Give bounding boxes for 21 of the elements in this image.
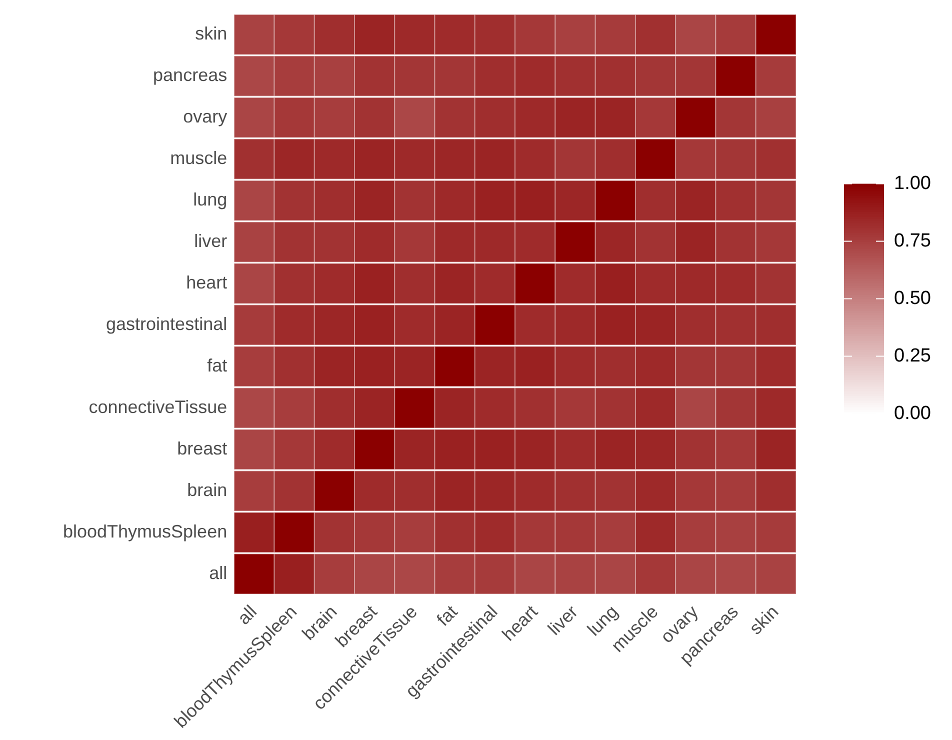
y-tick-label: liver xyxy=(194,230,228,251)
color-bar-label: 0.75 xyxy=(894,230,931,252)
y-tick-label: ovary xyxy=(183,106,228,126)
y-tick-label: all xyxy=(209,562,228,583)
y-tick-label: bloodThymusSpleen xyxy=(62,521,228,542)
y-tick-label: breast xyxy=(177,438,228,458)
color-bar-label: 0.50 xyxy=(894,288,931,310)
color-bar-label: 0.00 xyxy=(894,403,931,424)
y-tick-label: muscle xyxy=(170,148,228,168)
y-tick-label: fat xyxy=(207,355,228,376)
y-tick-label: gastrointestinal xyxy=(106,314,228,334)
y-tick-label: heart xyxy=(186,272,228,292)
x-tick-label: liver xyxy=(544,602,582,640)
y-tick-label: skin xyxy=(195,24,228,44)
y-tick-label: pancreas xyxy=(153,65,228,86)
color-bar-label: 1.00 xyxy=(894,173,931,194)
y-tick-label: lung xyxy=(193,189,228,210)
color-bar-label: 0.25 xyxy=(894,346,931,367)
y-tick-label: brain xyxy=(187,480,228,500)
x-tick-label: skin xyxy=(745,602,782,638)
y-tick-label: connectiveTissue xyxy=(88,396,228,417)
